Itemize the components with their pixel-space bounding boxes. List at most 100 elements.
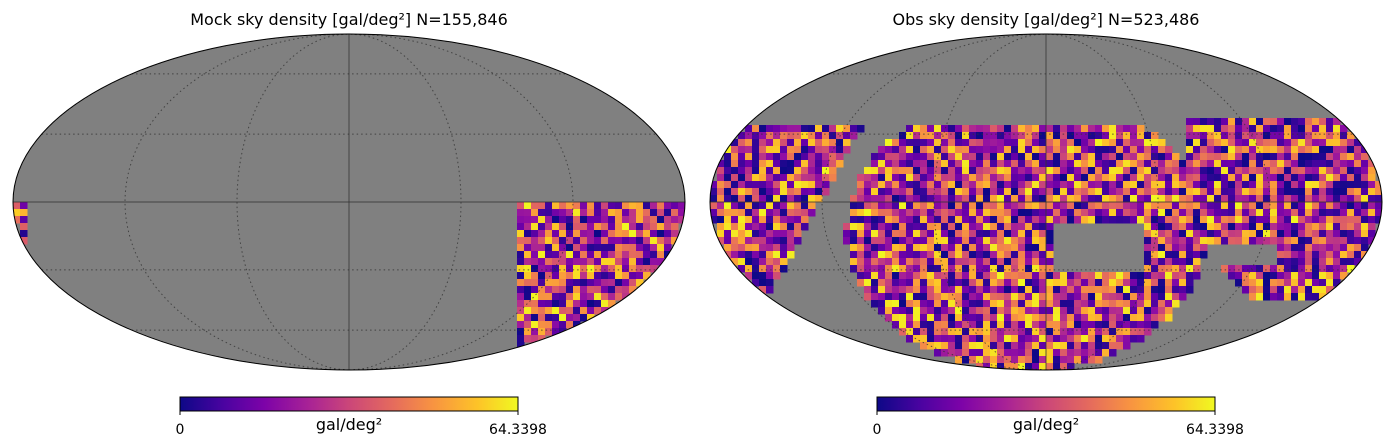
density-cell	[587, 216, 595, 224]
density-cell	[962, 230, 970, 238]
density-cell	[955, 272, 963, 280]
density-cell	[717, 202, 725, 210]
density-cell	[1004, 223, 1012, 231]
density-cell	[941, 139, 949, 147]
density-cell	[1312, 153, 1320, 161]
density-cell	[773, 188, 781, 196]
density-cell	[643, 202, 651, 210]
density-cell	[871, 181, 879, 189]
density-cell	[983, 237, 991, 245]
mock-panel: Mock sky density [gal/deg²] N=155,846 0 …	[12, 10, 686, 438]
density-cell	[892, 202, 900, 210]
density-cell	[1277, 146, 1285, 154]
density-cell	[1242, 272, 1250, 280]
density-cell	[976, 314, 984, 322]
density-cell	[738, 237, 746, 245]
density-cell	[1319, 174, 1327, 182]
density-cell	[850, 237, 858, 245]
density-cell	[580, 209, 588, 217]
density-cell	[1172, 202, 1180, 210]
density-cell	[899, 307, 907, 315]
density-cell	[1354, 251, 1362, 259]
density-cell	[1361, 209, 1369, 217]
density-cell	[615, 265, 623, 273]
density-cell	[1151, 146, 1159, 154]
density-cell	[566, 293, 574, 301]
density-cell	[664, 230, 672, 238]
density-cell	[934, 167, 942, 175]
density-cell	[1347, 244, 1355, 252]
density-cell	[1284, 251, 1292, 259]
density-cell	[1032, 286, 1040, 294]
density-cell	[892, 188, 900, 196]
density-cell	[766, 146, 774, 154]
density-cell	[850, 223, 858, 231]
density-cell	[1032, 216, 1040, 224]
density-cell	[724, 202, 732, 210]
density-cell	[1165, 314, 1173, 322]
density-cell	[1319, 181, 1327, 189]
mock-colorbar-min-label: 0	[176, 422, 185, 438]
density-cell	[538, 335, 546, 343]
density-cell	[1144, 153, 1152, 161]
density-cell	[1319, 286, 1327, 294]
density-cell	[1298, 153, 1306, 161]
density-cell	[1039, 335, 1047, 343]
density-cell	[892, 286, 900, 294]
density-cell	[990, 230, 998, 238]
density-cell	[892, 181, 900, 189]
density-cell	[580, 216, 588, 224]
density-cell	[1095, 209, 1103, 217]
density-cell	[724, 188, 732, 196]
density-cell	[1151, 314, 1159, 322]
density-cell	[1186, 237, 1194, 245]
density-cell	[885, 202, 893, 210]
density-cell	[1270, 139, 1278, 147]
density-cell	[710, 188, 718, 196]
density-cell	[1249, 139, 1257, 147]
density-cell	[1144, 195, 1152, 203]
density-cell	[1319, 132, 1327, 140]
density-cell	[738, 174, 746, 182]
density-cell	[1151, 181, 1159, 189]
density-cell	[1291, 174, 1299, 182]
density-cell	[1032, 272, 1040, 280]
density-cell	[1011, 188, 1019, 196]
density-cell	[1347, 188, 1355, 196]
density-cell	[1228, 265, 1236, 273]
density-cell	[1109, 307, 1117, 315]
density-cell	[538, 272, 546, 280]
density-cell	[766, 272, 774, 280]
density-cell	[934, 139, 942, 147]
density-cell	[1298, 209, 1306, 217]
density-cell	[1340, 125, 1348, 133]
density-cell	[1158, 272, 1166, 280]
density-cell	[1130, 216, 1138, 224]
density-cell	[962, 293, 970, 301]
density-cell	[934, 314, 942, 322]
density-cell	[1074, 174, 1082, 182]
density-cell	[1151, 265, 1159, 273]
density-cell	[1116, 153, 1124, 161]
density-cell	[1326, 132, 1334, 140]
density-cell	[710, 216, 718, 224]
density-cell	[566, 202, 574, 210]
density-cell	[976, 188, 984, 196]
density-cell	[1333, 209, 1341, 217]
density-cell	[738, 230, 746, 238]
density-cell	[1060, 286, 1068, 294]
density-cell	[545, 216, 553, 224]
density-cell	[899, 230, 907, 238]
density-cell	[1249, 125, 1257, 133]
density-cell	[650, 251, 658, 259]
density-cell	[1137, 293, 1145, 301]
density-cell	[1025, 174, 1033, 182]
density-cell	[1298, 118, 1306, 126]
density-cell	[899, 132, 907, 140]
density-cell	[1263, 153, 1271, 161]
density-cell	[997, 160, 1005, 168]
density-cell	[1193, 153, 1201, 161]
density-cell	[857, 237, 865, 245]
density-cell	[920, 132, 928, 140]
density-cell	[864, 230, 872, 238]
